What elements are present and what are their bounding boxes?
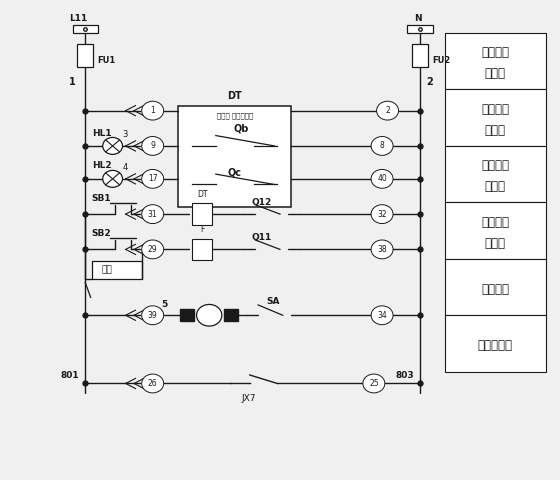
- Text: 电动合闸: 电动合闸: [482, 159, 510, 172]
- Text: Qb: Qb: [234, 124, 249, 134]
- Text: SB2: SB2: [92, 229, 111, 238]
- Circle shape: [197, 304, 222, 326]
- Circle shape: [363, 374, 385, 393]
- Bar: [92, 261, 142, 278]
- Text: 3: 3: [123, 131, 128, 140]
- Text: 38: 38: [377, 245, 387, 254]
- Bar: [407, 25, 432, 33]
- Text: 803: 803: [395, 371, 414, 380]
- Text: 25: 25: [369, 379, 379, 388]
- Text: SB1: SB1: [92, 194, 111, 203]
- Bar: [192, 239, 212, 260]
- Bar: [445, 315, 546, 372]
- Text: （红）: （红）: [485, 180, 506, 193]
- Circle shape: [371, 136, 393, 156]
- Text: SA: SA: [267, 297, 281, 306]
- Text: FU2: FU2: [432, 56, 450, 65]
- Text: DT: DT: [227, 91, 242, 101]
- Text: 34: 34: [377, 311, 387, 320]
- Text: 40: 40: [377, 174, 387, 183]
- Text: 2: 2: [385, 106, 390, 115]
- Text: DT: DT: [197, 190, 207, 199]
- Text: 至负控信号: 至负控信号: [478, 339, 513, 352]
- Circle shape: [142, 306, 164, 324]
- Bar: [77, 44, 94, 67]
- Bar: [73, 25, 98, 33]
- Text: （绿）: （绿）: [485, 124, 506, 137]
- Text: F: F: [200, 225, 204, 234]
- Text: JX7: JX7: [241, 395, 256, 403]
- Text: 17: 17: [148, 174, 157, 183]
- Bar: [445, 33, 546, 89]
- Circle shape: [142, 204, 164, 224]
- Text: N: N: [414, 14, 422, 23]
- Text: 合闸指示: 合闸指示: [482, 46, 510, 60]
- Text: 8: 8: [380, 142, 385, 150]
- Text: 电动储能: 电动储能: [482, 283, 510, 296]
- Text: 1: 1: [69, 77, 76, 87]
- Text: 2: 2: [427, 77, 433, 87]
- Circle shape: [102, 170, 123, 187]
- Text: 磁卡: 磁卡: [101, 265, 113, 274]
- Text: （绿）: （绿）: [485, 237, 506, 250]
- Bar: [445, 89, 546, 146]
- Text: Q12: Q12: [251, 198, 272, 207]
- Text: 9: 9: [150, 142, 155, 150]
- Text: FU1: FU1: [97, 56, 115, 65]
- Circle shape: [371, 169, 393, 188]
- Bar: [445, 259, 546, 315]
- Text: 分闸指示: 分闸指示: [482, 103, 510, 116]
- Bar: [192, 204, 212, 225]
- Text: 电动分闸: 电动分闸: [482, 216, 510, 228]
- Bar: [179, 106, 291, 207]
- Circle shape: [102, 137, 123, 155]
- Circle shape: [371, 240, 393, 259]
- Text: HL1: HL1: [92, 129, 111, 138]
- Text: Qc: Qc: [228, 168, 242, 178]
- Text: 26: 26: [148, 379, 157, 388]
- Circle shape: [142, 101, 164, 120]
- Text: 5: 5: [161, 300, 167, 309]
- Text: HL2: HL2: [92, 161, 111, 170]
- Bar: [412, 44, 428, 67]
- Circle shape: [371, 204, 393, 224]
- Bar: [224, 309, 239, 322]
- Circle shape: [371, 306, 393, 324]
- Circle shape: [142, 169, 164, 188]
- Circle shape: [376, 101, 399, 120]
- Circle shape: [142, 136, 164, 156]
- Text: 32: 32: [377, 210, 387, 218]
- Circle shape: [142, 240, 164, 259]
- Bar: [445, 146, 546, 203]
- Text: Q11: Q11: [251, 233, 272, 242]
- Circle shape: [142, 374, 164, 393]
- Bar: [445, 203, 546, 259]
- Text: 29: 29: [148, 245, 157, 254]
- Text: 4: 4: [123, 163, 128, 172]
- Text: 31: 31: [148, 210, 157, 218]
- Bar: [180, 309, 194, 322]
- Text: 801: 801: [60, 371, 79, 380]
- Text: （红）: （红）: [485, 67, 506, 80]
- Text: 1: 1: [150, 106, 155, 115]
- Text: 39: 39: [148, 311, 157, 320]
- Text: L11: L11: [69, 14, 87, 23]
- Text: 智能型 电子脱扣器: 智能型 电子脱扣器: [217, 113, 253, 120]
